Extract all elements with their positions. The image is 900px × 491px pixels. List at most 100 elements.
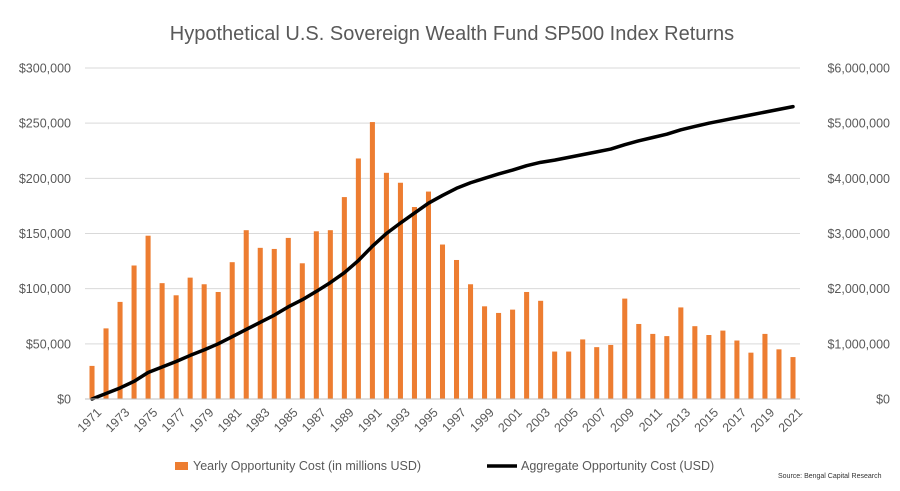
bar	[425, 191, 432, 399]
x-axis-tick-label: 2001	[495, 405, 525, 435]
legend-label-line: Aggregate Opportunity Cost (USD)	[521, 459, 714, 473]
x-axis-tick-label: 1977	[159, 405, 189, 435]
left-axis-tick-label: $50,000	[26, 337, 71, 351]
legend-label-bars: Yearly Opportunity Cost (in millions USD…	[193, 459, 421, 473]
x-axis-tick-label: 2005	[551, 405, 581, 435]
x-axis-tick-label: 2019	[748, 405, 778, 435]
bar	[720, 330, 726, 399]
left-axis-tick-label: $0	[57, 393, 71, 407]
bar	[762, 333, 768, 399]
left-axis-tick-label: $100,000	[19, 282, 71, 296]
bar	[369, 122, 375, 400]
x-axis-tick-label: 2009	[608, 405, 638, 435]
x-axis-tick-label: 1981	[215, 405, 245, 435]
left-axis-ticks: $0 $50,000 $100,000 $150,000 $200,000 $250,00…	[19, 62, 71, 407]
bar	[285, 237, 291, 399]
bar	[790, 357, 796, 399]
x-axis-tick-label: 2017	[720, 405, 750, 435]
x-axis-tick-label: 2003	[523, 405, 553, 435]
bar	[734, 340, 740, 399]
x-axis-tick-label: 1983	[243, 405, 273, 435]
x-axis-tick-label: 1975	[131, 405, 161, 435]
bar	[692, 326, 698, 399]
bar	[622, 298, 628, 399]
left-axis-tick-label: $150,000	[19, 227, 71, 241]
bar	[327, 230, 333, 399]
bar	[243, 230, 249, 399]
right-axis-tick-label: $4,000,000	[827, 172, 890, 186]
bar	[524, 291, 530, 399]
bar	[313, 231, 319, 399]
bar	[468, 284, 474, 399]
bar	[552, 351, 558, 399]
x-axis-tick-label: 1971	[75, 405, 105, 435]
bar	[482, 306, 488, 399]
bar	[650, 333, 656, 399]
bar	[229, 262, 235, 399]
x-axis-tick-label: 1997	[439, 405, 469, 435]
bar	[355, 158, 361, 399]
bar	[608, 344, 614, 399]
legend-swatch-bars	[175, 462, 188, 470]
bar	[678, 307, 684, 399]
x-axis-tick-label: 1991	[355, 405, 385, 435]
bar	[510, 309, 516, 399]
line-series	[90, 104, 795, 401]
bar	[664, 336, 670, 399]
x-axis-tick-label: 2013	[664, 405, 694, 435]
bar	[397, 182, 403, 399]
bar	[131, 265, 137, 399]
left-axis-tick-label: $200,000	[19, 172, 71, 186]
right-axis-tick-label: $1,000,000	[827, 337, 890, 351]
chart-title: Hypothetical U.S. Sovereign Wealth Fund …	[170, 23, 734, 45]
bar	[341, 197, 347, 399]
bar	[706, 335, 712, 399]
x-axis-tick-label: 2007	[579, 405, 609, 435]
bar	[159, 283, 165, 399]
right-axis-tick-label: $0	[876, 393, 890, 407]
source-note: Source: Bengal Capital Research	[778, 473, 882, 480]
right-axis-tick-label: $5,000,000	[827, 117, 890, 131]
bar	[636, 323, 642, 399]
legend: Yearly Opportunity Cost (in millions USD…	[175, 459, 714, 473]
x-axis-ticks: 1971197319751977197919811983198519871989…	[75, 405, 806, 435]
bar	[383, 172, 389, 399]
bar	[271, 248, 277, 399]
bar	[103, 328, 109, 399]
x-axis-tick-label: 1999	[467, 405, 497, 435]
x-axis-tick-label: 2021	[776, 405, 806, 435]
bar	[538, 300, 544, 399]
x-axis-tick-label: 1995	[411, 405, 441, 435]
left-axis-tick-label: $300,000	[19, 62, 71, 76]
x-axis-tick-label: 2011	[636, 405, 665, 434]
bar	[748, 352, 754, 399]
x-axis-tick-label: 2015	[692, 405, 722, 435]
right-axis-tick-label: $2,000,000	[827, 282, 890, 296]
bar	[496, 312, 502, 399]
bar	[299, 263, 305, 399]
bar	[776, 349, 782, 399]
right-axis-tick-label: $3,000,000	[827, 227, 890, 241]
bar	[453, 259, 460, 399]
bar	[187, 277, 193, 399]
bar	[566, 351, 572, 399]
bar-series	[89, 122, 796, 400]
x-axis-tick-label: 1989	[327, 405, 357, 435]
x-axis-tick-label: 1985	[271, 405, 301, 435]
bar	[145, 235, 151, 399]
x-axis-tick-label: 1973	[103, 405, 133, 435]
bar	[411, 207, 417, 399]
right-axis-ticks: $0 $1,000,000 $2,000,000 $3,000,000 $4,000,0…	[827, 62, 890, 407]
x-axis-tick-label: 1987	[299, 405, 329, 435]
x-axis-tick-label: 1979	[187, 405, 217, 435]
bar	[117, 301, 123, 399]
bar	[89, 365, 95, 399]
bar	[173, 295, 179, 399]
bar	[594, 347, 600, 399]
right-axis-tick-label: $6,000,000	[827, 62, 890, 76]
bar	[201, 284, 207, 399]
bar	[580, 339, 586, 399]
aggregate-line	[90, 104, 795, 401]
